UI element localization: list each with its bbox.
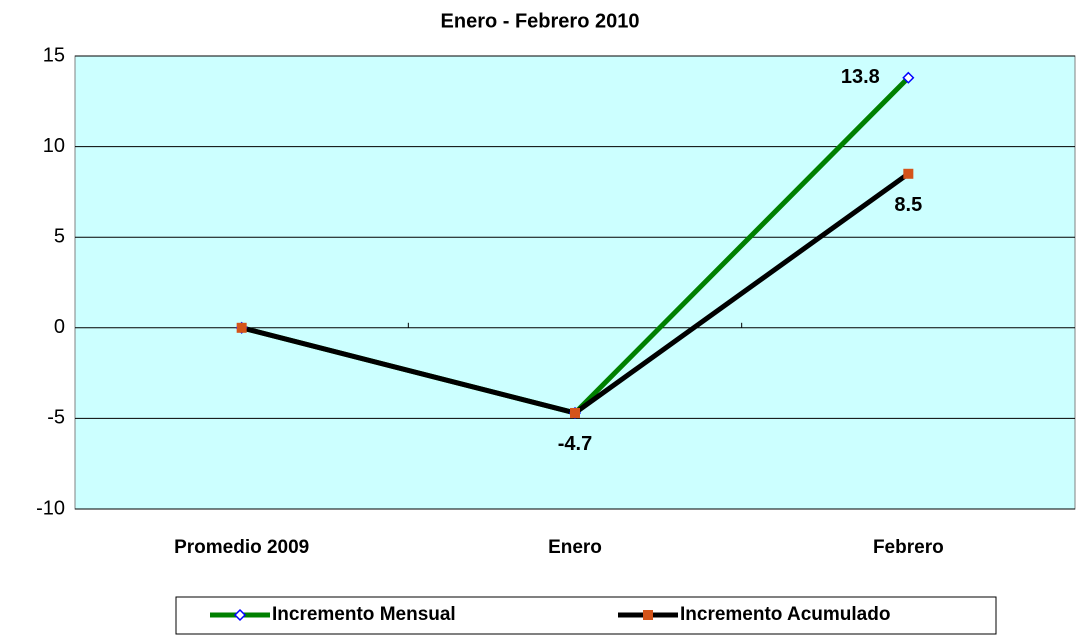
y-tick-label: 5: [54, 225, 65, 247]
marker: [233, 608, 247, 622]
y-tick-label: 0: [54, 316, 65, 338]
legend-label: Incremento Acumulado: [680, 604, 890, 625]
plot-area: [74, 55, 1076, 510]
marker: [236, 322, 247, 333]
marker: [570, 407, 580, 418]
marker: [643, 610, 653, 620]
y-tick-label: 10: [43, 135, 65, 157]
x-tick-label: Enero: [548, 537, 602, 558]
y-tick-label: 15: [43, 44, 65, 66]
x-tick-label: Promedio 2009: [174, 537, 309, 558]
data-label: 8.5: [894, 194, 922, 216]
data-label: 13.8: [841, 66, 880, 88]
legend-box: [175, 596, 997, 635]
marker: [902, 71, 915, 84]
marker: [903, 168, 914, 179]
x-tick-label: Febrero: [873, 537, 944, 558]
legend-label: Incremento Mensual: [272, 604, 456, 625]
y-tick-label: -10: [36, 497, 65, 519]
data-label: -4.7: [558, 433, 592, 455]
y-tick-label: -5: [47, 407, 65, 429]
chart-title: Enero - Febrero 2010: [441, 10, 640, 32]
